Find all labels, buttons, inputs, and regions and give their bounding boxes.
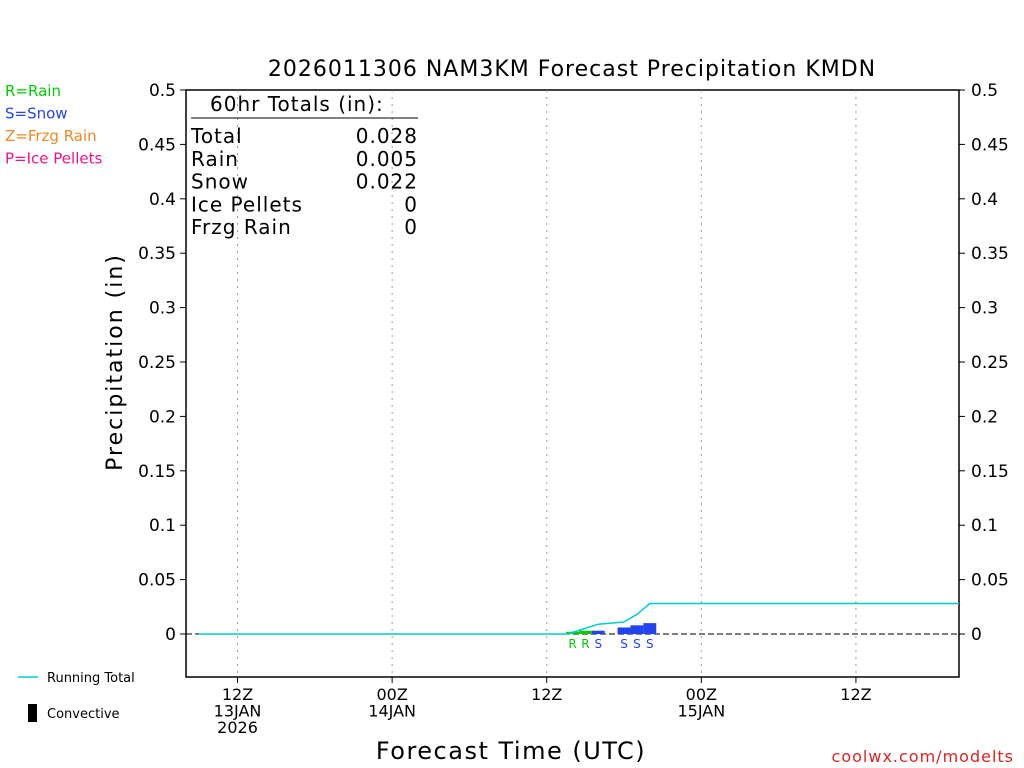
totals-row-value: 0.005 <box>356 147 418 171</box>
y-tick-label-left: 0 <box>165 625 176 645</box>
y-tick-label-left: 0.4 <box>149 190 176 210</box>
y-axis-right: 0.5 0.45 0.4 0.35 0.3 0.25 0.2 0.15 0.1 0.05 0 <box>959 81 1009 645</box>
precip-bar-r <box>578 630 592 634</box>
y-tick-label-left: 0.2 <box>149 407 176 427</box>
precip-bar-s <box>630 625 644 634</box>
y-tick-label-left: 0.15 <box>138 462 176 482</box>
x-tick-label: 2026 <box>217 718 258 737</box>
y-tick-label-right: 0.25 <box>971 353 1009 373</box>
chart-title: 2026011306 NAM3KM Forecast Precipitation… <box>268 57 876 82</box>
legend-item-z: Z=Frzg Rain <box>5 127 97 145</box>
x-tick-label: 13JAN <box>214 702 262 721</box>
totals-box: 60hr Totals (in): Total 0.028 Rain 0.005 Sno… <box>190 92 418 239</box>
totals-row-value: 0 <box>404 192 418 216</box>
legend-item-p: P=Ice Pellets <box>5 150 102 168</box>
y-tick-label-right: 0.15 <box>971 462 1009 482</box>
y-tick-label-right: 0.5 <box>971 81 998 101</box>
x-tick-label: 00Z <box>686 685 717 704</box>
x-tick-label: 12Z <box>531 685 562 704</box>
precip-bar-type-label: S <box>594 637 602 651</box>
precip-bar-s <box>617 627 631 634</box>
totals-row-label: Ice Pellets <box>191 192 303 216</box>
y-tick-label-left: 0.25 <box>138 353 176 373</box>
x-tick-label: 15JAN <box>677 702 725 721</box>
y-tick-label-left: 0.5 <box>149 81 176 101</box>
precip-type-legend: R=Rain S=Snow Z=Frzg Rain P=Ice Pellets <box>5 82 102 168</box>
precip-bar-type-label: R <box>581 637 589 651</box>
precip-bar-type-label: S <box>646 637 654 651</box>
x-axis-label: Forecast Time (UTC) <box>376 737 646 765</box>
watermark: coolwx.com/modelts <box>832 747 1014 766</box>
y-tick-label-left: 0.1 <box>149 516 176 536</box>
y-tick-label-right: 0.2 <box>971 407 998 427</box>
y-axis-label: Precipitation (in) <box>103 253 128 471</box>
x-tick-label: 00Z <box>376 685 407 704</box>
grid-lines <box>237 90 857 677</box>
y-tick-label-right: 0.3 <box>971 299 998 319</box>
legend-item-s: S=Snow <box>5 105 68 123</box>
y-tick-label-right: 0.1 <box>971 516 998 536</box>
totals-row-label: Rain <box>191 147 239 171</box>
totals-row-label: Total <box>190 124 243 148</box>
y-tick-label-left: 0.05 <box>138 571 176 591</box>
totals-row-value: 0 <box>404 215 418 239</box>
y-tick-label-right: 0.35 <box>971 244 1009 264</box>
precip-bar-s <box>591 630 605 634</box>
legend-item-r: R=Rain <box>5 82 61 100</box>
totals-row-label: Frzg Rain <box>191 215 292 239</box>
y-tick-label-left: 0.3 <box>149 299 176 319</box>
precip-bars <box>566 623 657 634</box>
precip-bar-type-label: R <box>568 637 576 651</box>
convective-legend-swatch <box>28 704 37 722</box>
x-tick-label: 12Z <box>222 685 253 704</box>
x-tick-label: 12Z <box>840 685 871 704</box>
y-tick-label-left: 0.35 <box>138 244 176 264</box>
y-tick-label-right: 0.4 <box>971 190 998 210</box>
precip-bar-type-label: S <box>633 637 641 651</box>
totals-row-value: 0.028 <box>356 124 418 148</box>
y-tick-label-right: 0.05 <box>971 571 1009 591</box>
convective-legend-label: Convective <box>47 707 120 722</box>
precip-bar-s <box>643 623 657 634</box>
precip-bar-type-label: S <box>620 637 628 651</box>
running-total-line <box>198 602 959 635</box>
totals-row-label: Snow <box>191 170 249 194</box>
y-tick-label-right: 0 <box>971 625 982 645</box>
x-tick-label: 14JAN <box>368 702 416 721</box>
y-tick-label-left: 0.45 <box>138 135 176 155</box>
totals-header: 60hr Totals (in): <box>210 92 384 116</box>
totals-row-value: 0.022 <box>356 170 418 194</box>
running-total-legend-label: Running Total <box>47 671 135 686</box>
plot-frame <box>185 89 960 678</box>
y-tick-label-right: 0.45 <box>971 135 1009 155</box>
y-axis-left: 0.5 0.45 0.4 0.35 0.3 0.25 0.2 0.15 0.1 0.05 0 <box>138 81 186 645</box>
